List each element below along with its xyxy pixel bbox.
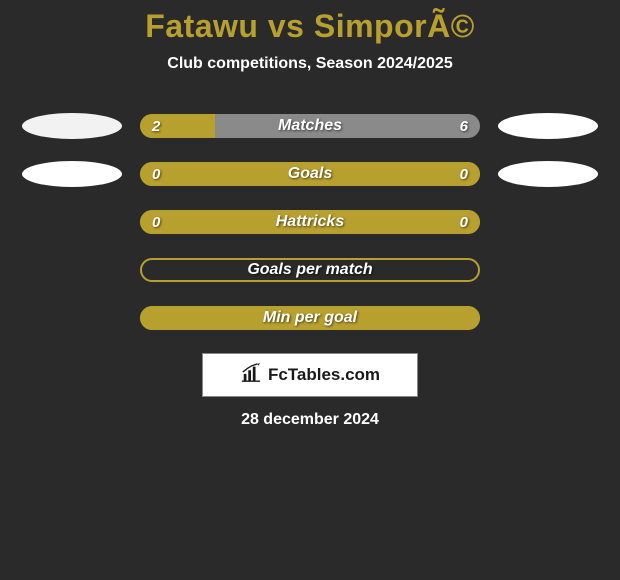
right-oval <box>498 113 598 139</box>
bar-chart-icon <box>240 363 262 388</box>
logo-box: FcTables.com <box>202 353 418 397</box>
left-oval <box>22 113 122 139</box>
page-title: Fatawu vs SimporÃ© <box>0 8 620 45</box>
stat-row: Goals per match <box>0 257 620 283</box>
stats-rows: 26Matches 00Goals 00Hattricks Goals per mat… <box>0 113 620 331</box>
stat-bar: 00Goals <box>140 162 480 186</box>
stat-bar: 00Hattricks <box>140 210 480 234</box>
right-oval <box>498 161 598 187</box>
stat-label: Matches <box>140 114 480 138</box>
stat-row: 00Hattricks <box>0 209 620 235</box>
infographic-container: Fatawu vs SimporÃ© Club competitions, Se… <box>0 0 620 429</box>
stat-bar: 26Matches <box>140 114 480 138</box>
stat-label: Goals per match <box>142 260 478 280</box>
stat-row: 26Matches <box>0 113 620 139</box>
left-oval <box>22 161 122 187</box>
stat-label: Min per goal <box>140 306 480 330</box>
stat-bar: Goals per match <box>140 258 480 282</box>
date-label: 28 december 2024 <box>0 411 620 429</box>
stat-row: 00Goals <box>0 161 620 187</box>
stat-label: Goals <box>140 162 480 186</box>
stat-bar: Min per goal <box>140 306 480 330</box>
page-subtitle: Club competitions, Season 2024/2025 <box>0 55 620 73</box>
logo-text: FcTables.com <box>268 365 380 385</box>
stat-row: Min per goal <box>0 305 620 331</box>
stat-label: Hattricks <box>140 210 480 234</box>
